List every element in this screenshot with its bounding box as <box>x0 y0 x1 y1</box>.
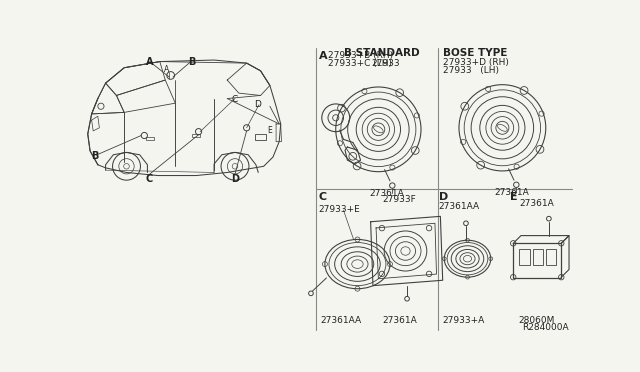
Text: E: E <box>268 126 272 135</box>
Bar <box>513 243 561 278</box>
Text: D: D <box>231 174 239 184</box>
Text: A: A <box>146 57 154 67</box>
Bar <box>193 134 200 137</box>
Text: 27933+C (LH): 27933+C (LH) <box>328 59 392 68</box>
Text: D: D <box>439 192 448 202</box>
Text: 27933+A: 27933+A <box>443 317 485 326</box>
Bar <box>255 134 266 140</box>
Text: D: D <box>254 100 261 109</box>
Text: 27933+B (RH): 27933+B (RH) <box>328 51 393 60</box>
Text: B: B <box>92 151 99 161</box>
Text: 27361A: 27361A <box>495 188 529 197</box>
Bar <box>146 137 154 140</box>
Bar <box>520 250 529 265</box>
Text: 27933   (LH): 27933 (LH) <box>443 66 499 75</box>
Text: 27361AA: 27361AA <box>320 316 362 325</box>
Text: A: A <box>319 51 327 61</box>
Text: BOSE TYPE: BOSE TYPE <box>443 48 507 58</box>
Text: 27933: 27933 <box>371 58 400 67</box>
Text: 27361A: 27361A <box>520 199 554 208</box>
Text: R284000A: R284000A <box>522 323 568 332</box>
Text: C: C <box>146 174 153 184</box>
Bar <box>546 250 556 265</box>
Text: C: C <box>319 192 327 202</box>
Text: E: E <box>510 192 518 202</box>
Text: 28060M: 28060M <box>518 317 554 326</box>
Text: 27933F: 27933F <box>382 195 416 204</box>
Bar <box>532 250 543 265</box>
Text: B: B <box>189 57 196 67</box>
Text: B STANDARD: B STANDARD <box>344 48 419 58</box>
Text: 27933+E: 27933+E <box>319 205 360 214</box>
Text: 27361AA: 27361AA <box>439 202 480 212</box>
Text: 27933+D (RH): 27933+D (RH) <box>443 58 509 67</box>
Text: 27361A: 27361A <box>382 317 417 326</box>
Text: C: C <box>231 95 237 104</box>
Text: 27361A: 27361A <box>369 189 404 198</box>
Text: A: A <box>164 65 169 74</box>
